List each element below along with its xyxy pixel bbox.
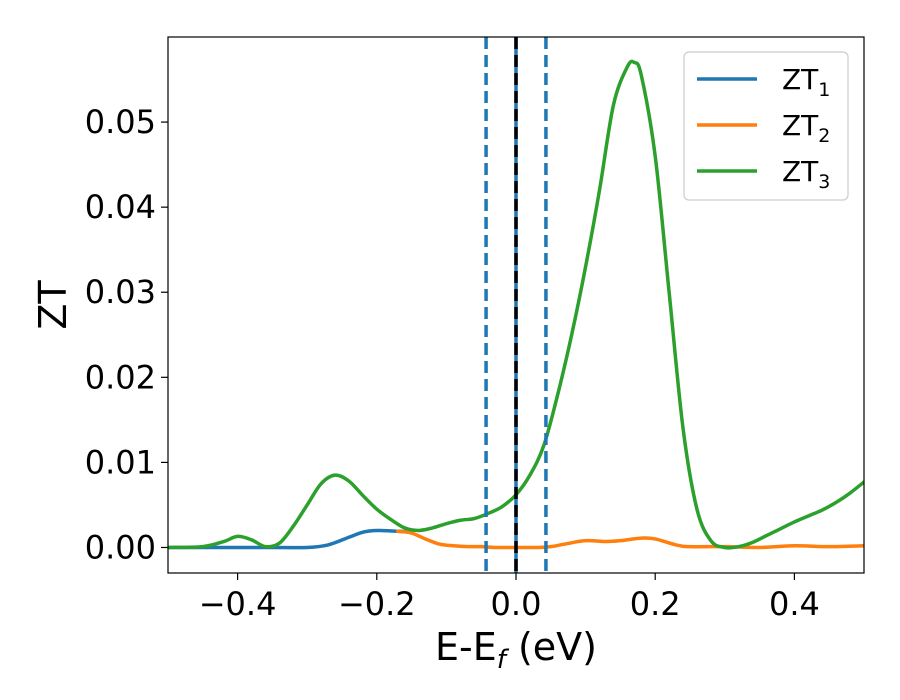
y-tick-label: 0.02 bbox=[85, 358, 156, 396]
y-tick-label: 0.03 bbox=[85, 273, 156, 311]
legend-box bbox=[683, 51, 849, 201]
x-tick-label: 0.2 bbox=[630, 585, 681, 623]
y-axis-label: ZT bbox=[31, 280, 75, 330]
legend-label-2: ZT2 bbox=[782, 109, 830, 147]
y-tick-label: 0.01 bbox=[85, 443, 156, 481]
x-tick-label: −0.4 bbox=[199, 585, 277, 623]
y-tick-label: 0.00 bbox=[85, 528, 156, 566]
x-tick-label: −0.2 bbox=[338, 585, 416, 623]
x-axis-label: E-Ef (eV) bbox=[435, 625, 597, 675]
legend-label-1: ZT1 bbox=[782, 63, 830, 101]
x-tick-label: 0.4 bbox=[769, 585, 820, 623]
y-tick-label: 0.05 bbox=[85, 103, 156, 141]
legend: ZT1 ZT2 ZT3 bbox=[683, 51, 849, 201]
x-tick-label: 0.0 bbox=[491, 585, 542, 623]
plot-lines bbox=[168, 37, 864, 573]
legend-label-3: ZT3 bbox=[782, 155, 830, 193]
series-line-2 bbox=[395, 529, 864, 550]
axis-ticks: −0.4 −0.2 0.0 0.2 0.4 0.00 0.01 0.02 0.03 0.04 0.0… bbox=[85, 103, 820, 623]
y-tick-label: 0.04 bbox=[85, 188, 156, 226]
